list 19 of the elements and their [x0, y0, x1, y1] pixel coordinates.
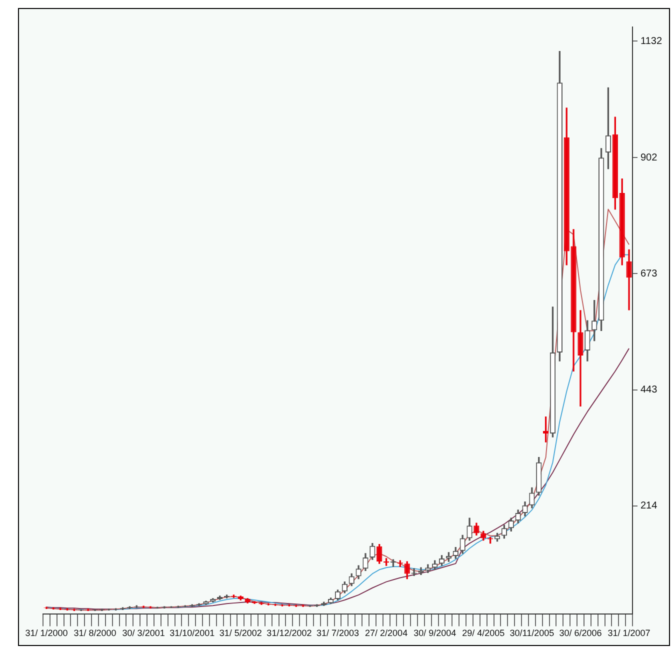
x-tick-label: 31/10/2001 [170, 628, 215, 638]
x-tick-label: 29/ 4/2005 [462, 628, 505, 638]
y-tick-label: 443 [640, 384, 658, 396]
x-tick-label: 31/ 1/2000 [25, 628, 68, 638]
x-tick-label: 31/ 7/2003 [316, 628, 360, 638]
y-tick-label: 902 [640, 152, 658, 164]
x-tick-label: 30/ 9/2004 [414, 628, 456, 638]
x-tick-label: 31/ 8/2000 [74, 628, 116, 638]
x-tick-label: 30/ 6/2006 [559, 628, 602, 638]
y-tick-label: 214 [640, 500, 658, 512]
x-tick-label: 30/11/2005 [510, 628, 554, 638]
y-tick-label: 1132 [640, 36, 662, 47]
x-tick-label: 27/ 2/2004 [365, 628, 408, 638]
x-tick-label: 31/ 1/2007 [608, 628, 650, 638]
x-tick-label: 31/12/2002 [266, 628, 312, 638]
y-tick-label: 673 [640, 268, 658, 280]
x-tick-label: 31/ 5/2002 [219, 628, 262, 638]
candlestick [578, 310, 584, 406]
x-tick-label: 30/ 3/2001 [122, 628, 165, 638]
